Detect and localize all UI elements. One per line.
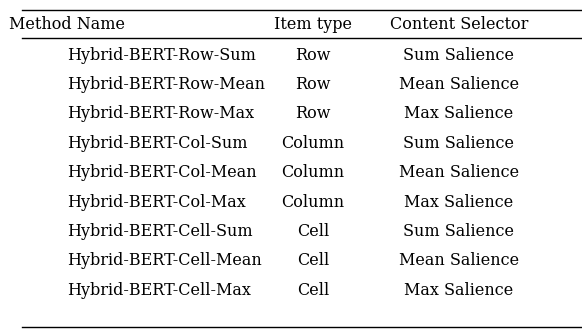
Text: Hybrid-BERT-Cell-Sum: Hybrid-BERT-Cell-Sum: [67, 223, 253, 240]
Text: Cell: Cell: [297, 282, 329, 299]
Text: Hybrid-BERT-Col-Max: Hybrid-BERT-Col-Max: [67, 194, 246, 210]
Text: Max Salience: Max Salience: [404, 194, 513, 210]
Text: Method Name: Method Name: [9, 16, 125, 32]
Text: Column: Column: [282, 194, 345, 210]
Text: Hybrid-BERT-Row-Max: Hybrid-BERT-Row-Max: [67, 106, 254, 122]
Text: Sum Salience: Sum Salience: [403, 135, 514, 152]
Text: Hybrid-BERT-Col-Mean: Hybrid-BERT-Col-Mean: [67, 164, 256, 181]
Text: Hybrid-BERT-Row-Mean: Hybrid-BERT-Row-Mean: [67, 76, 265, 93]
Text: Max Salience: Max Salience: [404, 282, 513, 299]
Text: Item type: Item type: [274, 16, 352, 32]
Text: Hybrid-BERT-Cell-Max: Hybrid-BERT-Cell-Max: [67, 282, 251, 299]
Text: Row: Row: [296, 76, 331, 93]
Text: Content Selector: Content Selector: [389, 16, 528, 32]
Text: Cell: Cell: [297, 253, 329, 269]
Text: Column: Column: [282, 135, 345, 152]
Text: Cell: Cell: [297, 223, 329, 240]
Text: Hybrid-BERT-Col-Sum: Hybrid-BERT-Col-Sum: [67, 135, 247, 152]
Text: Mean Salience: Mean Salience: [399, 164, 519, 181]
Text: Max Salience: Max Salience: [404, 106, 513, 122]
Text: Sum Salience: Sum Salience: [403, 47, 514, 63]
Text: Mean Salience: Mean Salience: [399, 253, 519, 269]
Text: Hybrid-BERT-Row-Sum: Hybrid-BERT-Row-Sum: [67, 47, 255, 63]
Text: Row: Row: [296, 47, 331, 63]
Text: Sum Salience: Sum Salience: [403, 223, 514, 240]
Text: Row: Row: [296, 106, 331, 122]
Text: Hybrid-BERT-Cell-Mean: Hybrid-BERT-Cell-Mean: [67, 253, 261, 269]
Text: Column: Column: [282, 164, 345, 181]
Text: Mean Salience: Mean Salience: [399, 76, 519, 93]
